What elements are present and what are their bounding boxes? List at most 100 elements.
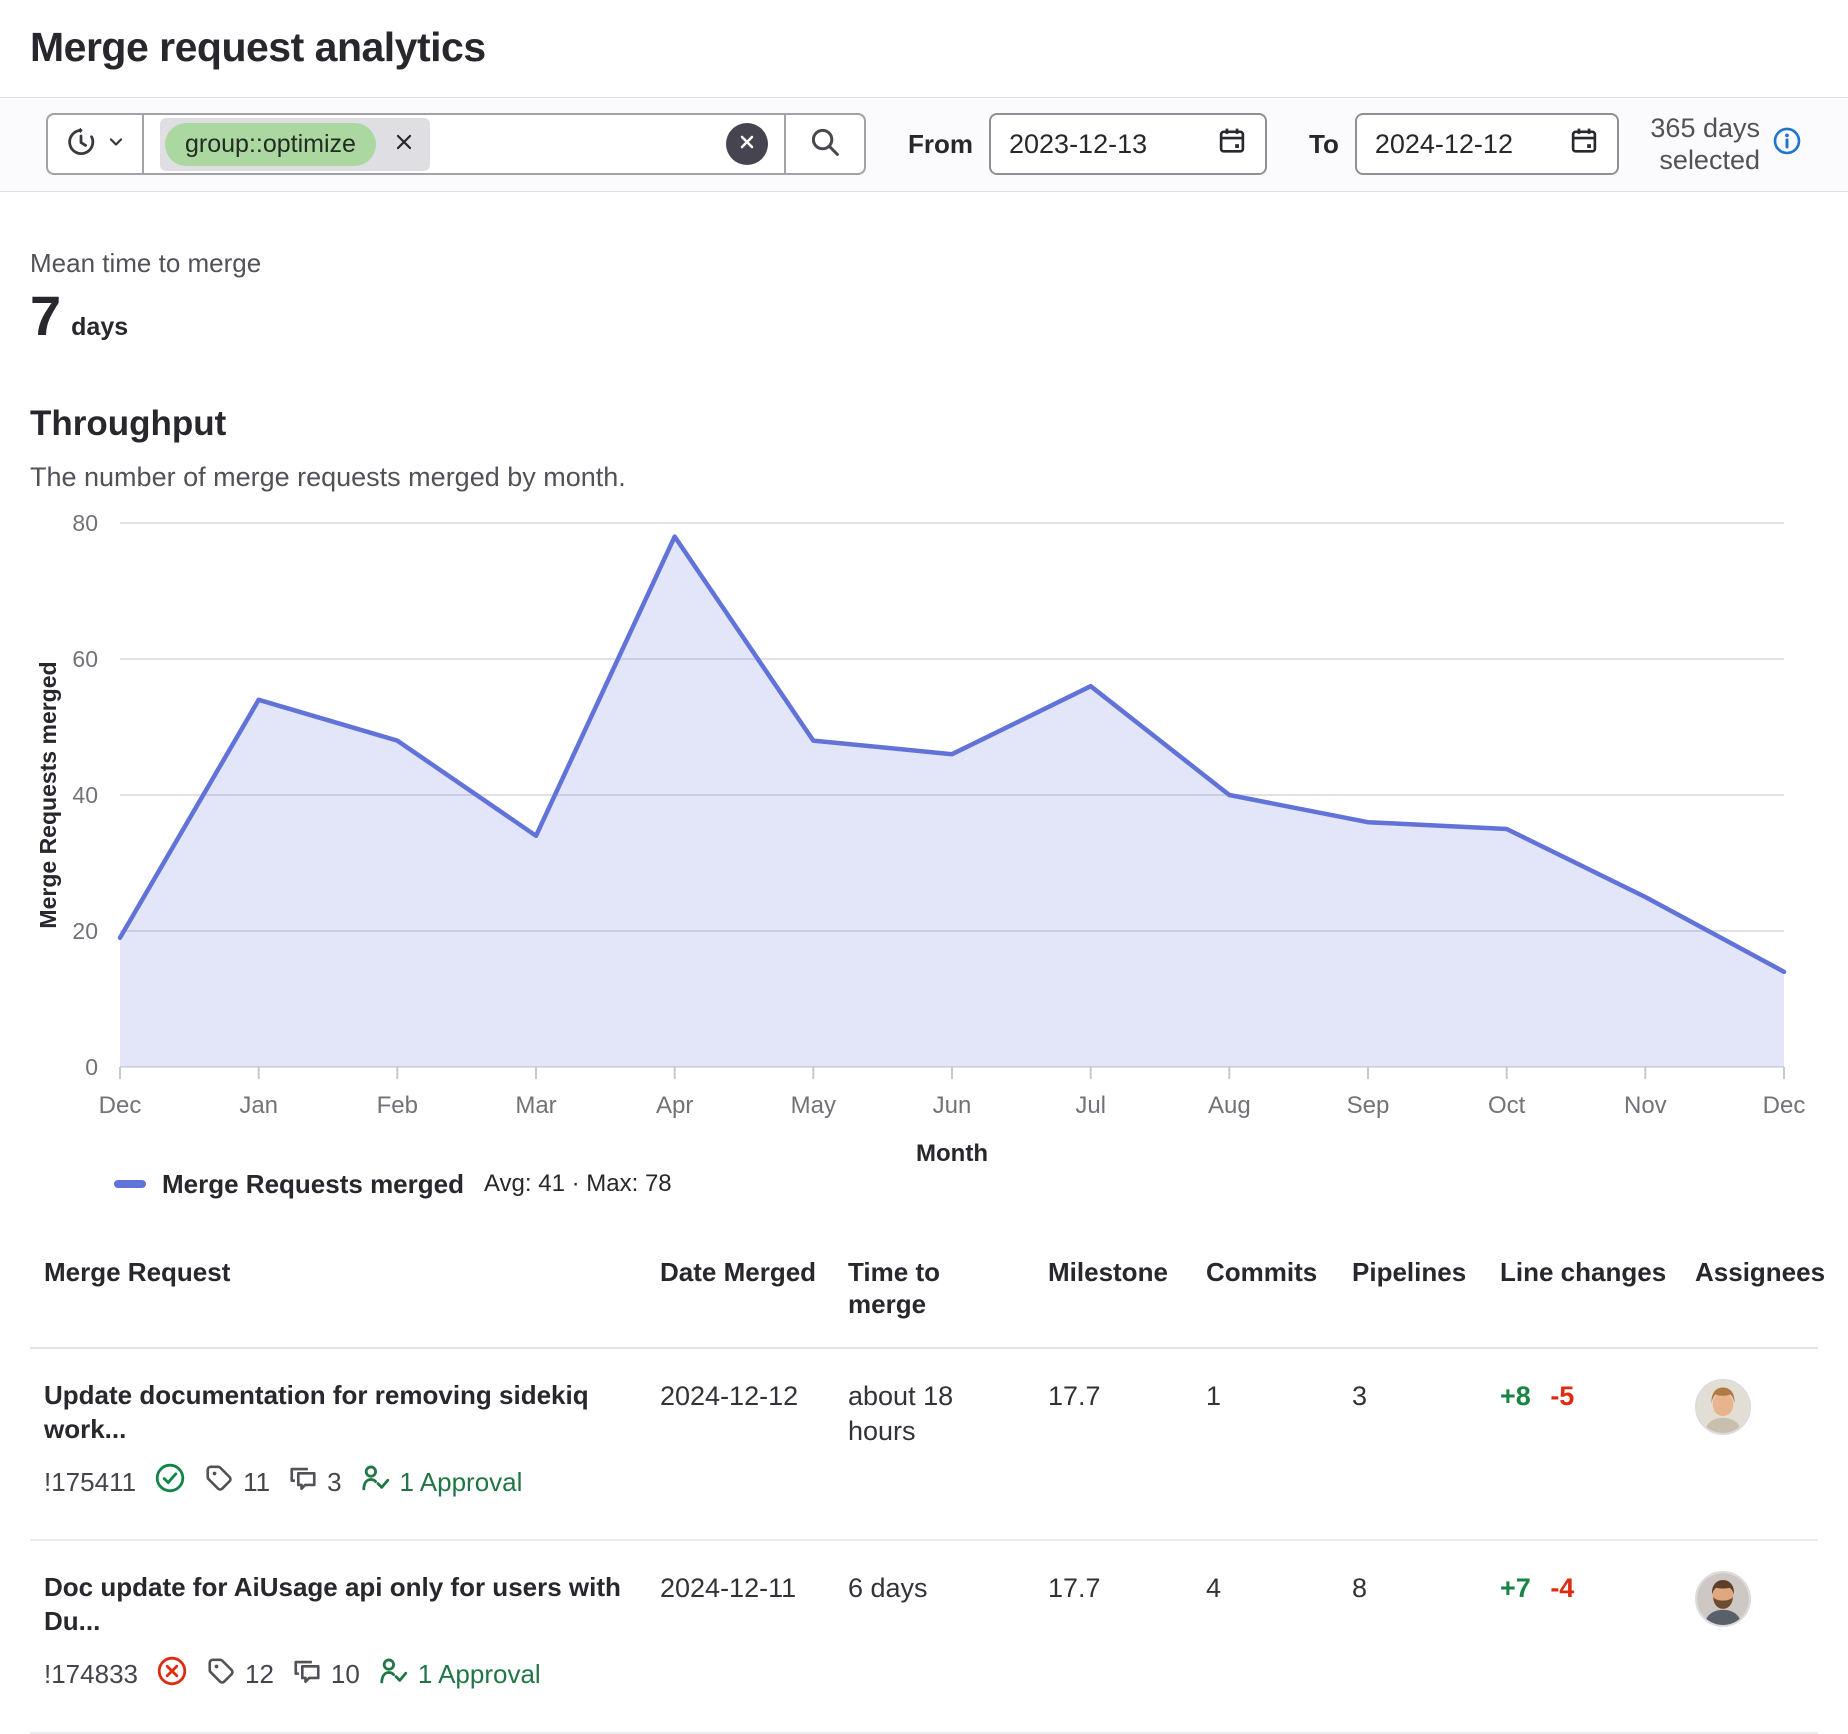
labels-count: 12 [245,1658,274,1692]
comments-count: 3 [327,1466,341,1500]
labels-count-group: 12 [206,1656,274,1695]
additions-count: +7 [1500,1573,1531,1603]
pipeline-status-success-icon [154,1462,186,1503]
search-icon [809,126,841,163]
approvals-count: 1 Approval [400,1466,523,1500]
approval-icon [378,1656,408,1695]
col-commits: Commits [1194,1240,1340,1347]
cell-assignees [1683,1349,1818,1539]
col-milestone: Milestone [1036,1240,1194,1347]
cell-commits: 4 [1194,1541,1340,1731]
col-merge-request: Merge Request [30,1240,648,1347]
date-range-from: From 2023-12-13 [908,113,1267,175]
svg-text:Nov: Nov [1624,1092,1667,1119]
cell-time-to-merge: 6 days [836,1541,1036,1731]
search-history-button[interactable] [48,115,144,173]
search-submit-button[interactable] [784,115,864,173]
label-tag-icon [206,1656,236,1695]
col-line-changes: Line changes [1488,1240,1683,1347]
comments-icon [292,1656,322,1695]
throughput-chart: 020406080DecJanFebMarAprMayJunJulAugSepO… [30,501,1818,1165]
comments-count-group: 3 [288,1463,341,1502]
svg-text:Apr: Apr [656,1092,693,1119]
approvals-group: 1 Approval [378,1656,541,1695]
svg-text:Month: Month [916,1140,988,1165]
col-assignees: Assignees [1683,1240,1837,1347]
table-header-row: Merge Request Date Merged Time to merge … [30,1240,1818,1349]
deletions-count: -5 [1550,1381,1574,1411]
from-date-value: 2023-12-13 [1009,129,1147,160]
chevron-down-icon [106,132,126,157]
deletions-count: -4 [1550,1573,1574,1603]
svg-text:Aug: Aug [1208,1092,1251,1119]
label-tag-icon [204,1463,234,1502]
svg-text:Oct: Oct [1488,1092,1526,1119]
svg-text:Mar: Mar [515,1092,556,1119]
stat-value: 7 [30,283,61,348]
table-row: Update documentation for removing sideki… [30,1349,1818,1541]
legend-series-marker [114,1180,146,1188]
to-date-input[interactable]: 2024-12-12 [1355,113,1619,175]
table-row: Doc update for AiUsage api only for user… [30,1541,1818,1733]
assignee-avatar[interactable] [1695,1571,1751,1627]
legend-series-label: Merge Requests merged [162,1169,464,1200]
cell-pipelines: 3 [1340,1349,1488,1539]
svg-text:60: 60 [72,646,98,672]
search-input[interactable]: group::optimize [144,115,784,173]
info-icon[interactable] [1772,126,1802,163]
svg-text:20: 20 [72,918,98,944]
cell-commits: 1 [1194,1349,1340,1539]
svg-text:0: 0 [85,1054,98,1080]
approval-icon [360,1463,390,1502]
calendar-icon [1217,126,1247,163]
col-pipelines: Pipelines [1340,1240,1488,1347]
pipeline-status-failed-icon [156,1655,188,1696]
days-selected-text: 365 days selected [1620,112,1760,177]
mean-time-to-merge-stat: Mean time to merge 7 days [30,248,1818,348]
clear-icon [737,132,757,157]
to-date-value: 2024-12-12 [1375,129,1513,160]
svg-text:Sep: Sep [1347,1092,1390,1119]
cell-milestone: 17.7 [1036,1541,1194,1731]
throughput-heading: Throughput [30,404,1818,444]
approvals-count: 1 Approval [418,1658,541,1692]
token-close-icon[interactable] [392,130,416,159]
cell-pipelines: 8 [1340,1541,1488,1731]
mr-id: !174833 [44,1658,138,1692]
mr-title-link[interactable]: Doc update for AiUsage api only for user… [44,1571,636,1639]
cell-milestone: 17.7 [1036,1349,1194,1539]
stat-label: Mean time to merge [30,248,1818,279]
cell-time-to-merge: about 18 hours [836,1349,1036,1539]
page-title: Merge request analytics [30,24,1848,71]
filter-bar: group::optimize [0,97,1848,192]
svg-text:Dec: Dec [99,1092,142,1119]
filter-token[interactable]: group::optimize [160,118,430,171]
date-range-to: To 2024-12-12 [1309,113,1619,175]
from-date-input[interactable]: 2023-12-13 [989,113,1267,175]
assignee-avatar[interactable] [1695,1379,1751,1435]
col-time-to-merge: Time to merge [836,1240,1036,1347]
merge-request-table: Merge Request Date Merged Time to merge … [30,1240,1818,1734]
svg-text:May: May [791,1092,836,1119]
svg-text:Jun: Jun [933,1092,972,1119]
additions-count: +8 [1500,1381,1531,1411]
cell-line-changes: +7 -4 [1488,1541,1683,1731]
mr-title-link[interactable]: Update documentation for removing sideki… [44,1379,636,1447]
col-date-merged: Date Merged [648,1240,836,1347]
calendar-icon [1569,126,1599,163]
cell-date-merged: 2024-12-12 [648,1349,836,1539]
throughput-section: Throughput The number of merge requests … [30,404,1818,1200]
svg-text:80: 80 [72,510,98,536]
clear-search-button[interactable] [726,123,768,165]
cell-assignees [1683,1541,1818,1731]
throughput-subtitle: The number of merge requests merged by m… [30,462,1818,493]
svg-text:Jul: Jul [1075,1092,1106,1119]
history-icon [65,126,97,163]
mr-id: !175411 [44,1466,136,1500]
comments-icon [288,1463,318,1502]
svg-text:Merge Requests merged: Merge Requests merged [35,661,61,928]
svg-text:Feb: Feb [377,1092,418,1119]
comments-count-group: 10 [292,1656,360,1695]
stat-unit: days [71,313,128,342]
legend-series-stats: Avg: 41 · Max: 78 [484,1170,672,1198]
